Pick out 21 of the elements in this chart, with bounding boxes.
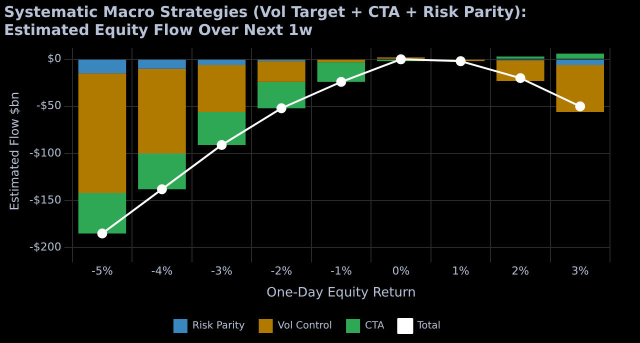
y-tick-label: -$200	[29, 240, 62, 254]
x-tick-label: -3%	[210, 264, 232, 278]
legend-label: CTA	[365, 320, 384, 332]
x-tick-label: -5%	[92, 264, 113, 278]
x-tick-label: 2%	[512, 264, 530, 278]
legend-label: Total	[416, 320, 441, 332]
y-tick-label: -$100	[29, 146, 62, 160]
legend-label: Risk Parity	[192, 320, 245, 332]
x-axis-title: One-Day Equity Return	[266, 286, 416, 301]
x-tick-label: -2%	[270, 264, 292, 278]
y-tick-label: -$150	[29, 193, 62, 206]
y-tick-label: -$50	[36, 99, 62, 112]
chart-title: Systematic Macro Strategies (Vol Target + CTA + Risk Parity): Estimated Equity Flow Over Next 1w	[4, 2, 527, 39]
x-tick-label: 1%	[452, 264, 470, 278]
y-axis-title: Estimated Flow $bn	[7, 92, 22, 210]
x-tick-label: -1%	[330, 264, 352, 278]
x-tick-label: 0%	[392, 264, 410, 278]
x-tick-label: -4%	[151, 264, 173, 278]
x-tick-label: 3%	[571, 264, 589, 278]
y-tick-label: $0	[47, 52, 62, 66]
legend-label: Vol Control	[278, 320, 332, 332]
